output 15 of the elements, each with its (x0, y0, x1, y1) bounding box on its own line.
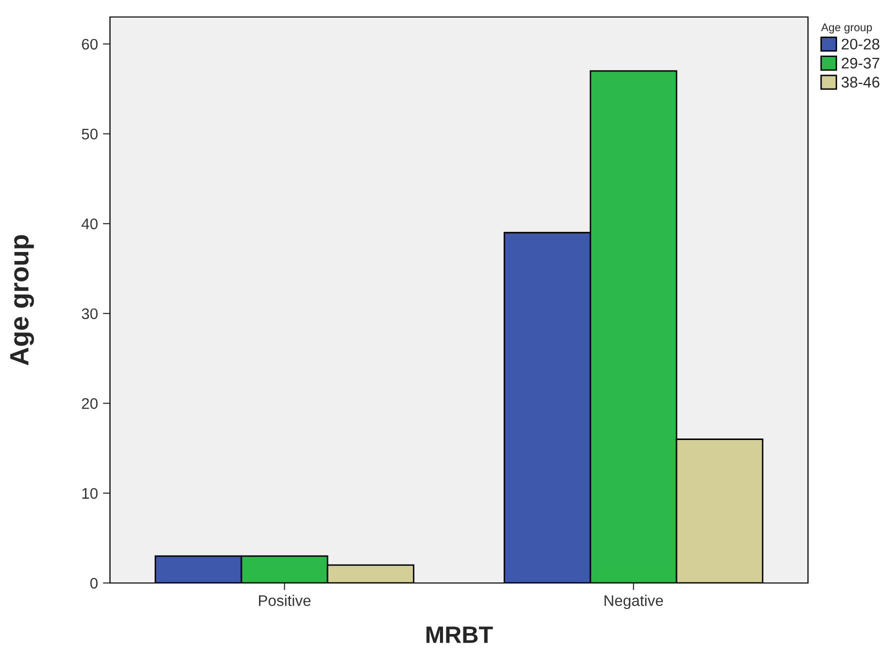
y-tick-label: 40 (82, 218, 98, 230)
y-tick-label: 50 (82, 128, 98, 140)
legend-label: 38-46 (842, 76, 880, 88)
y-axis-title: Age group (10, 235, 34, 366)
x-tick-label: Positive (259, 594, 311, 606)
legend-label: 29-37 (842, 58, 880, 69)
x-axis-title: MRBT (426, 626, 493, 643)
y-tick-label: 60 (82, 38, 98, 50)
y-tick-label: 0 (90, 578, 98, 589)
y-tick-label: 30 (82, 308, 98, 320)
x-tick-label: Negative (604, 594, 663, 610)
y-tick-label: 10 (82, 488, 98, 499)
legend-label: 20-28 (842, 38, 880, 50)
y-tick-label: 20 (82, 398, 98, 410)
legend-title: Age group (821, 24, 872, 34)
